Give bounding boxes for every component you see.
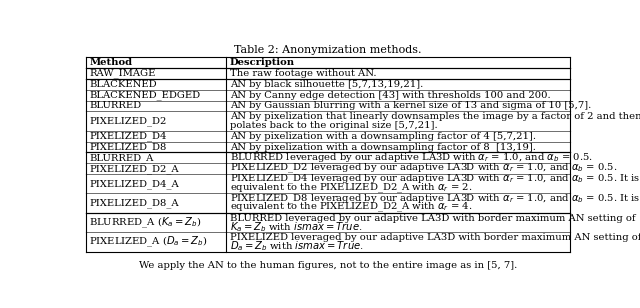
Text: PIXELIZED_D8: PIXELIZED_D8 (90, 142, 167, 152)
Text: AN by Canny edge detection [43] with thresholds 100 and 200.: AN by Canny edge detection [43] with thr… (230, 91, 550, 99)
Text: AN by pixelization that linearly downsamples the image by a factor of 2 and then: AN by pixelization that linearly downsam… (230, 112, 640, 121)
Text: BLURRED: BLURRED (90, 101, 141, 111)
Text: AN by black silhouette [5,7,13,19,21].: AN by black silhouette [5,7,13,19,21]. (230, 80, 423, 89)
Text: PIXELIZED leveraged by our adaptive LA3D with border maximum AN setting of: PIXELIZED leveraged by our adaptive LA3D… (230, 233, 640, 242)
Text: polates back to the original size [5,7,21].: polates back to the original size [5,7,2… (230, 121, 437, 130)
Text: PIXELIZED_D2: PIXELIZED_D2 (90, 116, 167, 126)
Text: AN by Gaussian blurring with a kernel size of 13 and sigma of 10 [5,7].: AN by Gaussian blurring with a kernel si… (230, 101, 591, 111)
Text: BLURRED leveraged by our adaptive LA3D with $\alpha_r$ = 1.0, and $\alpha_b$ = 0: BLURRED leveraged by our adaptive LA3D w… (230, 151, 593, 164)
Text: BLACKENED_EDGED: BLACKENED_EDGED (90, 90, 200, 100)
Text: BLURRED leveraged by our adaptive LA3D with border maximum AN setting of: BLURRED leveraged by our adaptive LA3D w… (230, 214, 636, 223)
Text: BLACKENED: BLACKENED (90, 80, 157, 89)
Text: Description: Description (230, 58, 295, 67)
Text: PIXELIZED_D2 leveraged by our adaptive LA3D with $\alpha_r$ = 1.0, and $\alpha_b: PIXELIZED_D2 leveraged by our adaptive L… (230, 162, 617, 175)
Text: $K_a = Z_b$ with $ismax = True.$: $K_a = Z_b$ with $ismax = True.$ (230, 220, 362, 234)
Text: Table 2: Anonymization methods.: Table 2: Anonymization methods. (234, 45, 422, 55)
Text: BLURRED_A ($K_a = Z_b$): BLURRED_A ($K_a = Z_b$) (90, 215, 202, 230)
Text: PIXELIZED_D8 leveraged by our adaptive LA3D with $\alpha_r$ = 1.0, and $\alpha_b: PIXELIZED_D8 leveraged by our adaptive L… (230, 192, 640, 206)
Text: We apply the AN to the human figures, not to the entire image as in [5, 7].: We apply the AN to the human figures, no… (139, 261, 517, 270)
Text: PIXELIZED_D8_A: PIXELIZED_D8_A (90, 198, 179, 208)
Text: PIXELIZED_D4: PIXELIZED_D4 (90, 131, 167, 141)
Text: RAW_IMAGE: RAW_IMAGE (90, 69, 156, 78)
Text: equivalent to the PIXELIZED_D2_A with $\alpha_r$ = 4.: equivalent to the PIXELIZED_D2_A with $\… (230, 201, 472, 214)
Text: PIXELIZED_D4_A: PIXELIZED_D4_A (90, 179, 179, 189)
Text: PIXELIZED_D4 leveraged by our adaptive LA3D with $\alpha_r$ = 1.0, and $\alpha_b: PIXELIZED_D4 leveraged by our adaptive L… (230, 173, 640, 186)
Text: PIXELIZED_D2_A: PIXELIZED_D2_A (90, 164, 179, 173)
Text: AN by pixelization with a downsampling factor of 4 [5,7,21].: AN by pixelization with a downsampling f… (230, 132, 536, 141)
Text: The raw footage without AN.: The raw footage without AN. (230, 69, 376, 78)
Text: $D_a = Z_b$ with $ismax = True.$: $D_a = Z_b$ with $ismax = True.$ (230, 239, 364, 253)
Text: BLURRED_A: BLURRED_A (90, 153, 154, 163)
Text: AN by pixelization with a downsampling factor of 8  [13,19].: AN by pixelization with a downsampling f… (230, 143, 536, 152)
Text: equivalent to the PIXELIZED_D2_A with $\alpha_r$ = 2.: equivalent to the PIXELIZED_D2_A with $\… (230, 181, 472, 195)
Text: PIXELIZED_A ($D_a = Z_b$): PIXELIZED_A ($D_a = Z_b$) (90, 235, 208, 249)
Text: Method: Method (90, 58, 132, 67)
